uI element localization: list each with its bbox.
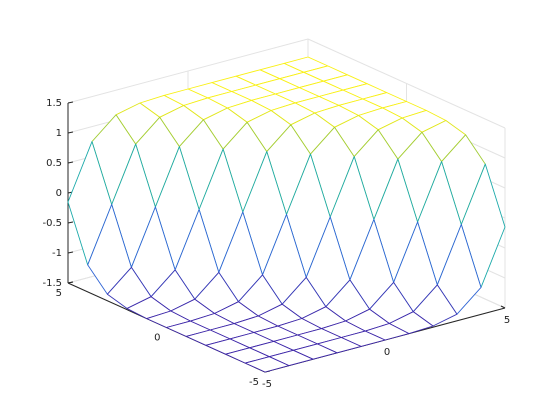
x-tick-label: 5 [504, 315, 510, 326]
y-tick-label: 0 [154, 333, 160, 344]
z-tick-label: -0.5 [42, 218, 62, 229]
z-tick-label: 1.5 [46, 98, 62, 109]
mesh-cell [244, 356, 290, 373]
z-tick-label: -1.5 [42, 278, 62, 289]
y-tick [67, 281, 74, 284]
z-tick [67, 101, 74, 104]
z-tick-label: 1 [56, 128, 62, 139]
z-tick-label: 0 [56, 188, 62, 199]
x-tick-label: 0 [384, 347, 390, 358]
z-tick-label: 0.5 [46, 158, 62, 169]
z-tick-label: -1 [52, 248, 62, 259]
x-tick [500, 305, 506, 309]
x-tick-label: -5 [262, 379, 272, 390]
z-tick [67, 131, 74, 134]
y-tick-label: 5 [56, 288, 62, 299]
z-tick [67, 251, 74, 254]
z-tick [67, 221, 74, 224]
y-tick-label: -5 [249, 377, 259, 388]
z-tick [67, 161, 74, 164]
